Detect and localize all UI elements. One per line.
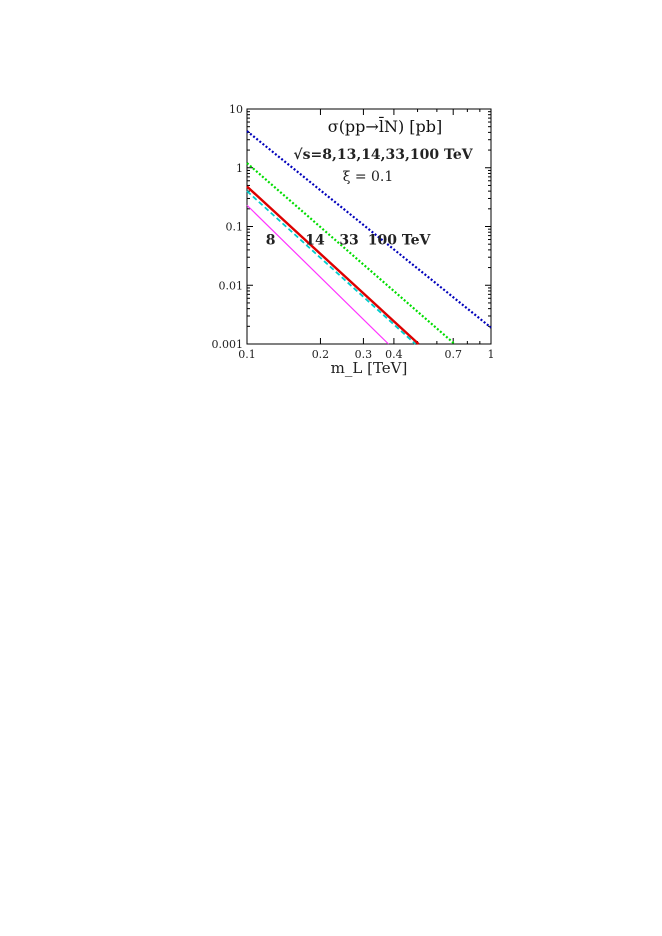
series-line-8 bbox=[246, 204, 389, 345]
xi-annotation: ξ = 0.1 bbox=[343, 169, 394, 185]
axis-ticks bbox=[246, 108, 492, 345]
x-tick-label: 0.7 bbox=[444, 348, 462, 361]
series-label: 8 bbox=[266, 233, 276, 249]
x-tick-label: 0.4 bbox=[385, 348, 403, 361]
series-line-100-tev bbox=[246, 130, 492, 329]
y-tick-label: 0.001 bbox=[212, 338, 244, 351]
plot-frame bbox=[246, 108, 492, 345]
y-tick-label: 0.1 bbox=[226, 221, 244, 234]
y-tick-label: 10 bbox=[229, 103, 243, 116]
x-tick-label: 1 bbox=[488, 348, 495, 361]
series-labels: 8 14 33 100 TeV bbox=[266, 233, 432, 249]
y-tick-label: 0.01 bbox=[219, 279, 244, 292]
axis-tick-labels: 0.1 0.2 0.3 0.4 0.7 1 0.001 0.01 0.1 1 10 bbox=[212, 103, 495, 361]
series-label: 14 bbox=[305, 233, 325, 249]
x-tick-label: 0.1 bbox=[238, 348, 256, 361]
x-axis-title: m_L [TeV] bbox=[331, 359, 408, 377]
x-tick-label: 0.2 bbox=[312, 348, 330, 361]
series-lines bbox=[246, 130, 492, 345]
x-tick-label: 0.3 bbox=[355, 348, 373, 361]
series-label: 100 TeV bbox=[368, 233, 432, 249]
y-tick-label: 1 bbox=[236, 162, 243, 175]
plot-area-border bbox=[246, 108, 492, 345]
energies-annotation: √s=8,13,14,33,100 TeV bbox=[293, 147, 473, 163]
series-line-13 bbox=[246, 190, 417, 345]
series-label: 33 bbox=[339, 233, 358, 249]
series-line-14 bbox=[246, 185, 420, 345]
chart-title: σ(pp→l̄N) [pb] bbox=[328, 115, 442, 136]
series-line-33 bbox=[246, 162, 456, 345]
